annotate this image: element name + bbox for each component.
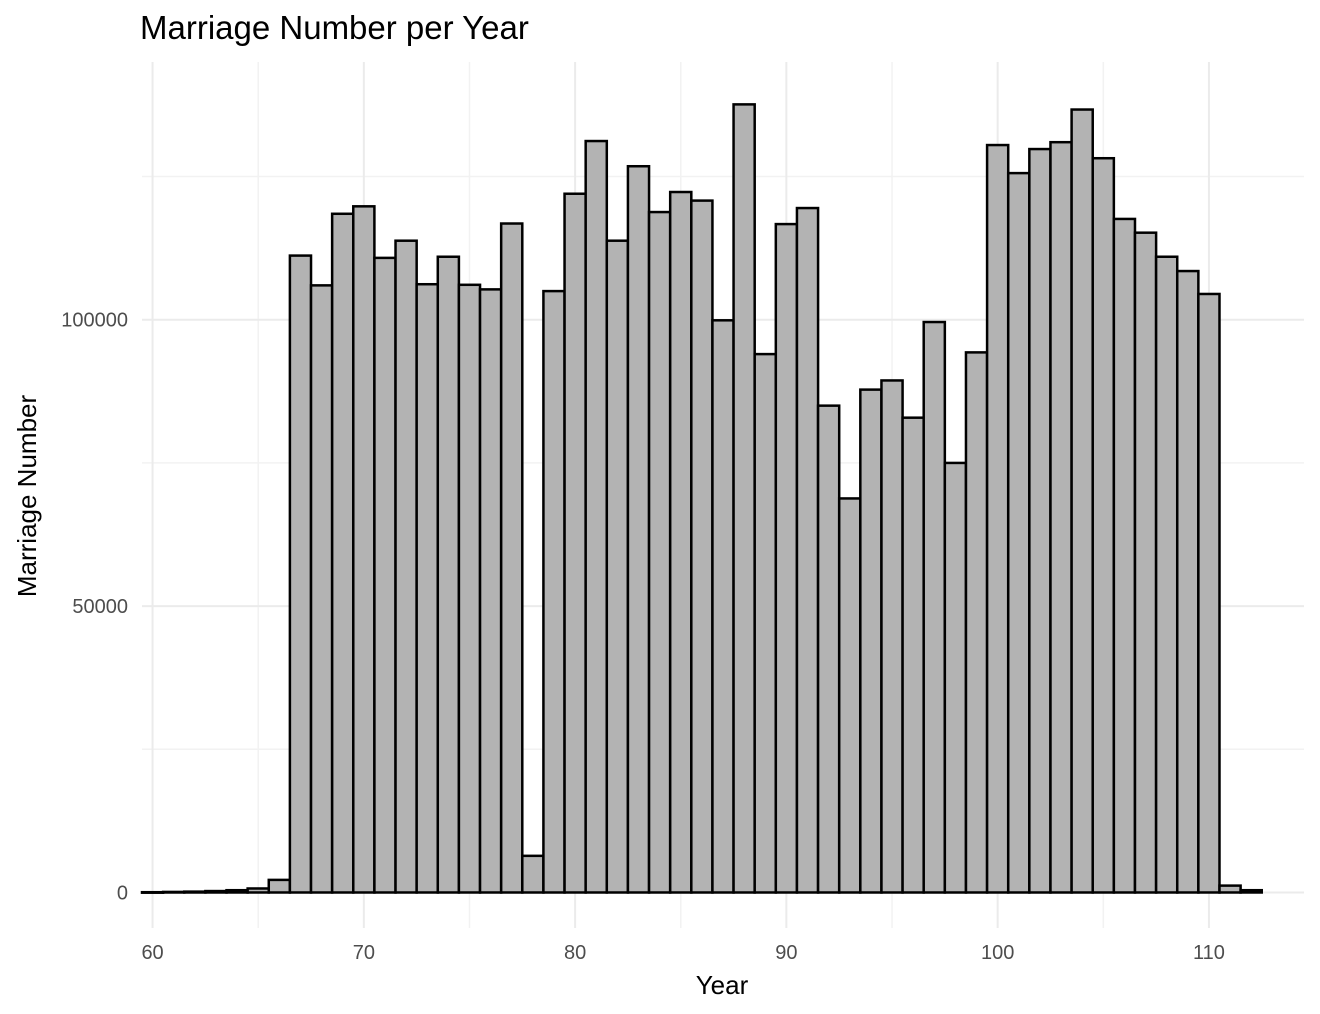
bar bbox=[1070, 108, 1094, 894]
bar bbox=[668, 190, 693, 894]
bar bbox=[837, 497, 862, 894]
bar bbox=[1091, 156, 1116, 894]
bar bbox=[901, 416, 925, 894]
bar bbox=[415, 282, 440, 894]
bar bbox=[922, 320, 947, 894]
bar bbox=[964, 351, 989, 894]
bar bbox=[204, 889, 228, 894]
bar bbox=[1154, 255, 1179, 894]
bar bbox=[330, 212, 355, 894]
bar bbox=[373, 256, 397, 894]
bar bbox=[499, 222, 524, 894]
x-tick-label: 100 bbox=[981, 942, 1014, 964]
bar bbox=[943, 461, 968, 894]
bar bbox=[521, 854, 545, 894]
bar bbox=[1006, 171, 1031, 894]
bar bbox=[1049, 140, 1073, 894]
bar bbox=[288, 254, 313, 894]
bar bbox=[711, 319, 735, 894]
bar bbox=[1197, 292, 1221, 894]
bar bbox=[753, 352, 778, 894]
x-axis-title: Year bbox=[696, 970, 749, 1000]
bar bbox=[352, 205, 376, 894]
x-tick-label: 70 bbox=[353, 942, 375, 964]
bar bbox=[1239, 888, 1263, 894]
bar bbox=[563, 192, 587, 894]
bar bbox=[309, 284, 334, 894]
bar bbox=[1028, 147, 1052, 894]
bar bbox=[246, 887, 271, 894]
bar bbox=[647, 210, 672, 894]
bar bbox=[732, 103, 756, 894]
bar bbox=[457, 283, 482, 894]
bar bbox=[183, 890, 207, 894]
y-tick-label: 50000 bbox=[72, 596, 128, 618]
bar bbox=[880, 379, 904, 894]
bar bbox=[985, 143, 1010, 894]
y-tick-labels: 0 50000 100000 bbox=[61, 310, 128, 905]
bar bbox=[816, 404, 841, 894]
bar bbox=[605, 239, 630, 894]
bar bbox=[859, 388, 883, 894]
bar bbox=[225, 888, 249, 894]
y-tick-label: 100000 bbox=[61, 310, 128, 332]
x-tick-label: 60 bbox=[141, 942, 163, 964]
y-axis-title: Marriage Number bbox=[12, 395, 42, 598]
bar bbox=[795, 206, 820, 894]
chart-title: Marriage Number per Year bbox=[140, 9, 529, 46]
bar bbox=[542, 289, 566, 894]
x-tick-labels: 60 70 80 90 100 110 bbox=[141, 942, 1224, 964]
bar bbox=[690, 199, 714, 894]
bar bbox=[1112, 217, 1137, 894]
bar bbox=[140, 890, 165, 894]
y-tick-label: 0 bbox=[117, 882, 128, 904]
bar bbox=[626, 164, 651, 894]
bar bbox=[478, 288, 503, 894]
bars bbox=[140, 103, 1263, 894]
x-tick-label: 90 bbox=[775, 942, 797, 964]
bar bbox=[1133, 231, 1158, 894]
bar bbox=[584, 139, 609, 894]
bar bbox=[436, 255, 461, 894]
bar bbox=[1218, 884, 1242, 894]
bar bbox=[774, 222, 799, 894]
bar bbox=[394, 239, 418, 894]
x-tick-label: 80 bbox=[564, 942, 586, 964]
bar bbox=[1175, 269, 1200, 894]
bar bbox=[267, 878, 292, 894]
bar bbox=[161, 890, 186, 894]
x-tick-label: 110 bbox=[1193, 942, 1225, 964]
